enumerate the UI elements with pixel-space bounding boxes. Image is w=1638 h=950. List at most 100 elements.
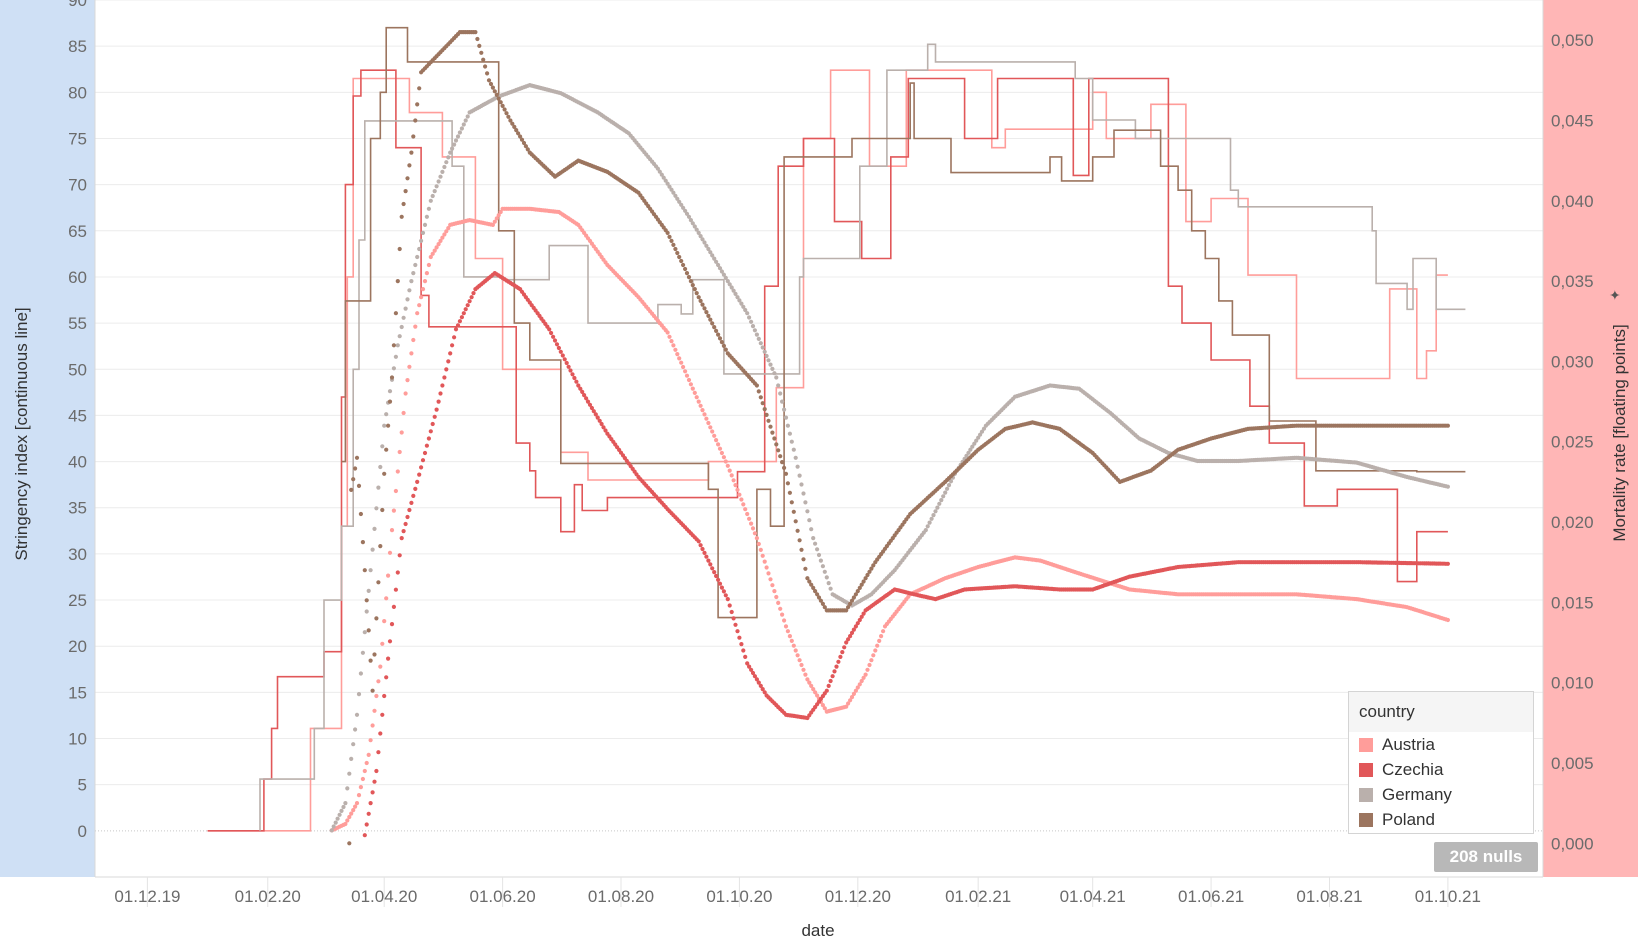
- mortality-point: [564, 360, 569, 366]
- x-axis-ticks: 01.12.19 01.02.20 01.04.20 01.06.20 01.08.20…: [94, 0, 1544, 907]
- mortality-point: [729, 609, 734, 615]
- right-tick-label: 0,045: [1551, 111, 1594, 130]
- mortality-point: [840, 650, 845, 655]
- mortality-point: [403, 391, 408, 396]
- mortality-point: [370, 688, 375, 693]
- mortality-point: [655, 166, 661, 171]
- mortality-point: [442, 232, 447, 237]
- legend-label: Poland: [1382, 809, 1435, 829]
- mortality-point: [933, 509, 938, 514]
- mortality-point: [776, 600, 781, 606]
- mortality-point: [407, 288, 412, 293]
- mortality-point: [743, 654, 748, 660]
- legend-item-austria[interactable]: Austria: [1349, 732, 1533, 757]
- mortality-point: [871, 653, 876, 658]
- mortality-point: [772, 589, 777, 594]
- mortality-point: [391, 604, 396, 610]
- mortality-point: [669, 187, 674, 192]
- mortality-point: [401, 529, 406, 534]
- mortality-point: [481, 57, 486, 62]
- mortality-point: [846, 637, 851, 642]
- mortality-point: [364, 822, 369, 827]
- mortality-point: [731, 616, 736, 621]
- pin-icon[interactable]: ✦: [1607, 289, 1623, 301]
- legend-item-germany[interactable]: Germany: [1349, 782, 1533, 807]
- mortality-point: [471, 291, 476, 296]
- mortality-point: [420, 458, 426, 463]
- mortality-point: [401, 315, 406, 320]
- mortality-point: [741, 648, 746, 653]
- mortality-point: [684, 211, 690, 216]
- mortality-point: [945, 486, 950, 491]
- mortality-point: [733, 291, 738, 296]
- mortality-point: [582, 393, 587, 398]
- mortality-point: [704, 310, 709, 315]
- mortality-point: [717, 336, 723, 341]
- mortality-point: [849, 695, 855, 700]
- nulls-badge[interactable]: 208 nulls: [1434, 842, 1538, 872]
- mortality-point: [747, 516, 752, 521]
- mortality-point: [756, 680, 761, 685]
- mortality-point: [861, 579, 866, 584]
- mortality-point: [855, 685, 860, 690]
- mortality-point: [461, 122, 466, 127]
- mortality-point: [750, 526, 756, 531]
- mortality-point: [716, 577, 721, 582]
- mortality-point: [463, 307, 468, 312]
- mortality-point: [428, 254, 433, 260]
- mortality-point: [457, 319, 462, 324]
- mortality-point: [867, 662, 872, 668]
- mortality-point: [688, 382, 694, 387]
- stringency-line-germany: [259, 43, 1466, 831]
- mortality-point: [760, 345, 765, 350]
- mortality-point: [347, 771, 352, 776]
- mortality-point: [756, 389, 761, 394]
- mortality-point: [434, 407, 439, 412]
- mortality-point: [395, 469, 400, 474]
- mortality-point: [372, 779, 377, 784]
- mortality-point: [875, 643, 880, 648]
- mortality-point: [976, 435, 981, 440]
- legend-item-czechia[interactable]: Czechia: [1349, 757, 1533, 782]
- mortality-point: [772, 371, 777, 376]
- mortality-point: [384, 675, 389, 680]
- mortality-point: [787, 634, 793, 639]
- mortality-point: [799, 482, 804, 487]
- mortality-point: [826, 581, 831, 586]
- mortality-point: [826, 683, 831, 689]
- mortality-point: [683, 208, 688, 213]
- mortality-point: [799, 662, 804, 668]
- mortality-point: [349, 487, 354, 492]
- mortality-point: [424, 214, 429, 219]
- mortality-point: [341, 804, 346, 810]
- mortality-point: [762, 349, 767, 354]
- legend-items: Austria Czechia Germany Poland: [1349, 732, 1533, 832]
- mortality-point: [783, 415, 789, 420]
- mortality-point: [733, 622, 738, 627]
- mortality-point: [523, 144, 529, 149]
- left-tick-label: 70: [68, 176, 87, 195]
- mortality-point: [727, 468, 732, 473]
- mortality-point: [401, 410, 406, 416]
- x-tick-label: 01.10.20: [706, 887, 772, 906]
- mortality-point: [772, 436, 777, 441]
- legend-label: Austria: [1382, 734, 1435, 754]
- mortality-point: [354, 455, 360, 460]
- mortality-point: [719, 340, 725, 345]
- mortality-point: [820, 564, 826, 569]
- mortality-point: [807, 680, 812, 685]
- mortality-point: [688, 218, 694, 223]
- mortality-point: [754, 332, 760, 337]
- legend-swatch: [1359, 762, 1373, 777]
- mortality-point: [717, 266, 723, 271]
- mortality-point: [768, 362, 773, 367]
- mortality-point: [589, 405, 595, 411]
- mortality-point: [477, 43, 482, 49]
- mortality-point: [393, 587, 398, 592]
- legend-item-poland[interactable]: Poland: [1349, 807, 1533, 832]
- mortality-point: [719, 269, 725, 274]
- mortality-point: [714, 573, 719, 579]
- mortality-point: [704, 416, 709, 421]
- mortality-point: [547, 327, 552, 332]
- left-tick-label: 55: [68, 314, 87, 333]
